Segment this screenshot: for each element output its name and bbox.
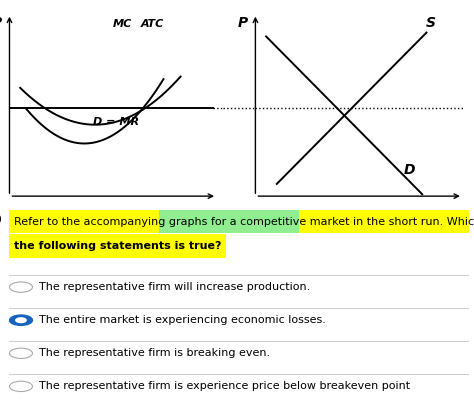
Text: The representative firm is experience price below breakeven point: The representative firm is experience pr… [39,381,410,392]
Text: D = MR: D = MR [93,117,139,127]
FancyBboxPatch shape [9,210,469,233]
Text: D: D [404,162,415,177]
Text: The representative firm will increase production.: The representative firm will increase pr… [39,282,310,292]
FancyBboxPatch shape [9,234,226,258]
Circle shape [9,315,32,325]
Text: MC: MC [113,19,132,29]
FancyBboxPatch shape [159,210,299,233]
Text: S: S [426,16,436,30]
Circle shape [16,318,26,322]
Text: Q: Q [457,213,469,227]
Text: P: P [0,15,2,30]
Text: P: P [237,15,247,30]
Text: Refer to the accompanying graphs for a competitive market in the short run. Whic: Refer to the accompanying graphs for a c… [14,217,474,227]
Text: The representative firm is breaking even.: The representative firm is breaking even… [39,348,271,358]
Text: 0: 0 [0,213,1,227]
Text: ATC: ATC [141,19,164,29]
Text: 0: 0 [238,213,247,227]
Text: Q: Q [211,213,223,227]
Text: the following statements is true?: the following statements is true? [14,241,221,252]
Text: The entire market is experiencing economic losses.: The entire market is experiencing econom… [39,315,326,325]
